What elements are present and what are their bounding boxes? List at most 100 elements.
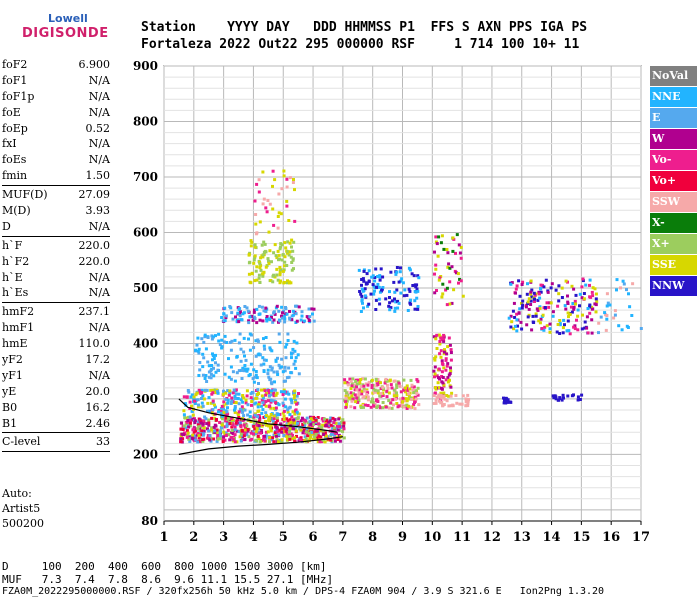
echo-point xyxy=(255,278,259,282)
echo-point xyxy=(271,169,275,173)
echo-point xyxy=(563,323,566,327)
echo-point xyxy=(341,418,345,422)
echo-point xyxy=(293,394,297,397)
echo-point xyxy=(194,429,197,433)
echo-point xyxy=(353,383,357,387)
echo-point xyxy=(286,438,290,442)
echo-point xyxy=(210,416,214,420)
echo-point xyxy=(293,427,297,431)
echo-point xyxy=(521,280,525,284)
echo-point xyxy=(240,428,244,432)
echo-point xyxy=(264,265,268,269)
echo-point xyxy=(210,367,214,371)
echo-point xyxy=(416,386,420,390)
echo-point xyxy=(183,431,187,435)
echo-point xyxy=(362,269,366,273)
echo-point xyxy=(448,372,452,376)
echo-point xyxy=(416,393,420,397)
echo-point xyxy=(443,348,446,352)
legend-item: NoVal xyxy=(650,66,697,86)
echo-point xyxy=(416,379,420,383)
echo-point xyxy=(507,316,511,320)
echo-point xyxy=(224,416,228,420)
echo-point xyxy=(548,322,552,326)
echo-point xyxy=(509,314,513,318)
echo-point xyxy=(360,283,363,287)
echo-point xyxy=(259,431,263,435)
echo-point xyxy=(274,434,278,438)
echo-point xyxy=(381,406,385,410)
echo-point xyxy=(186,419,190,422)
echo-point xyxy=(260,394,264,398)
echo-point xyxy=(211,354,215,357)
echo-point xyxy=(285,312,289,316)
echo-point xyxy=(216,363,220,367)
echo-point xyxy=(331,427,335,430)
echo-point xyxy=(228,389,232,393)
param-value: 220.0 xyxy=(78,238,111,252)
echo-point xyxy=(250,240,254,244)
echo-point xyxy=(270,316,273,319)
echo-point xyxy=(233,379,237,383)
echo-point xyxy=(324,434,328,438)
echo-point xyxy=(379,387,383,391)
echo-point xyxy=(524,305,528,309)
echo-point xyxy=(260,411,264,415)
echo-point xyxy=(444,357,448,361)
echo-point xyxy=(247,337,250,341)
echo-point xyxy=(275,438,279,442)
echo-point xyxy=(256,388,260,392)
echo-point xyxy=(538,321,542,325)
echo-point xyxy=(207,375,211,379)
echo-point xyxy=(210,426,214,430)
echo-point xyxy=(538,296,542,300)
echo-point xyxy=(291,427,295,430)
echo-point xyxy=(538,305,542,309)
echo-point xyxy=(545,324,549,328)
virtual-height-trace-upper xyxy=(178,398,338,433)
param-separator xyxy=(2,302,110,304)
echo-point xyxy=(198,361,202,364)
echo-point xyxy=(238,421,242,425)
echo-point xyxy=(408,289,412,293)
echo-point xyxy=(222,400,226,404)
echo-point xyxy=(288,241,292,245)
echo-point xyxy=(387,399,391,403)
echo-point xyxy=(283,320,287,324)
echo-point xyxy=(232,388,236,392)
param-value: N/A xyxy=(88,137,110,151)
echo-point xyxy=(360,389,364,393)
echo-point xyxy=(273,380,276,384)
echo-point xyxy=(446,345,450,349)
echo-point xyxy=(255,182,259,186)
echo-point xyxy=(445,352,449,356)
param-separator xyxy=(2,235,110,237)
echo-point xyxy=(548,330,552,334)
echo-point xyxy=(251,377,255,381)
echo-point xyxy=(214,353,217,357)
echo-point xyxy=(198,368,202,372)
echo-point xyxy=(561,326,565,330)
x-tick-label: 3 xyxy=(219,530,228,545)
echo-point xyxy=(282,425,286,429)
echo-point xyxy=(555,330,559,334)
echo-point xyxy=(210,337,214,341)
echo-point xyxy=(434,335,438,339)
echo-point xyxy=(247,253,251,256)
echo-point xyxy=(576,395,580,399)
echo-point xyxy=(256,415,259,419)
echo-point xyxy=(361,301,364,305)
echo-point xyxy=(290,352,293,356)
echo-point xyxy=(264,404,268,408)
echo-point xyxy=(533,300,536,303)
echo-point xyxy=(520,301,523,305)
echo-point xyxy=(314,433,318,437)
echo-point xyxy=(388,378,392,382)
echo-point xyxy=(250,403,253,407)
echo-point xyxy=(375,285,378,289)
echo-point xyxy=(272,399,276,403)
echo-point xyxy=(243,305,247,308)
echo-point xyxy=(358,381,362,384)
echo-point xyxy=(543,306,547,309)
echo-point xyxy=(572,325,576,329)
